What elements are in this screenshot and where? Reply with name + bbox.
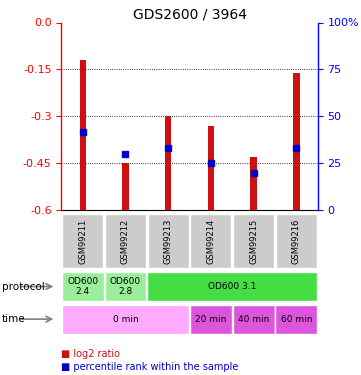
Bar (105, 214, 146, 268)
Bar (233, 304, 274, 334)
Bar (293, 72, 300, 210)
Text: GSM99212: GSM99212 (121, 218, 130, 264)
Bar (62, 214, 103, 268)
Bar (233, 214, 274, 268)
Text: 0 min: 0 min (113, 315, 138, 324)
Bar (190, 214, 231, 268)
Bar (62, 304, 189, 334)
Text: GSM99213: GSM99213 (164, 218, 173, 264)
Text: 60 min: 60 min (280, 315, 312, 324)
Bar (147, 272, 317, 301)
Text: OD600
2.4: OD600 2.4 (67, 277, 98, 296)
Text: GSM99216: GSM99216 (292, 218, 301, 264)
Bar (251, 157, 257, 210)
Bar (122, 163, 129, 210)
Text: ■ percentile rank within the sample: ■ percentile rank within the sample (61, 362, 239, 372)
Bar (165, 116, 171, 210)
Bar (148, 214, 189, 268)
Text: GSM99215: GSM99215 (249, 218, 258, 264)
Text: protocol: protocol (2, 282, 44, 291)
Bar (105, 272, 146, 301)
Bar (275, 304, 317, 334)
Bar (79, 60, 86, 210)
Bar (208, 126, 214, 210)
Text: OD600
2.8: OD600 2.8 (110, 277, 141, 296)
Bar (62, 272, 104, 301)
Text: time: time (2, 314, 25, 324)
Text: 40 min: 40 min (238, 315, 269, 324)
Text: ■ log2 ratio: ■ log2 ratio (61, 350, 120, 359)
Text: GSM99211: GSM99211 (78, 218, 87, 264)
Text: GSM99214: GSM99214 (206, 218, 216, 264)
Title: GDS2600 / 3964: GDS2600 / 3964 (132, 8, 247, 21)
Bar (190, 304, 232, 334)
Text: OD600 3.1: OD600 3.1 (208, 282, 256, 291)
Text: 20 min: 20 min (195, 315, 227, 324)
Bar (276, 214, 317, 268)
